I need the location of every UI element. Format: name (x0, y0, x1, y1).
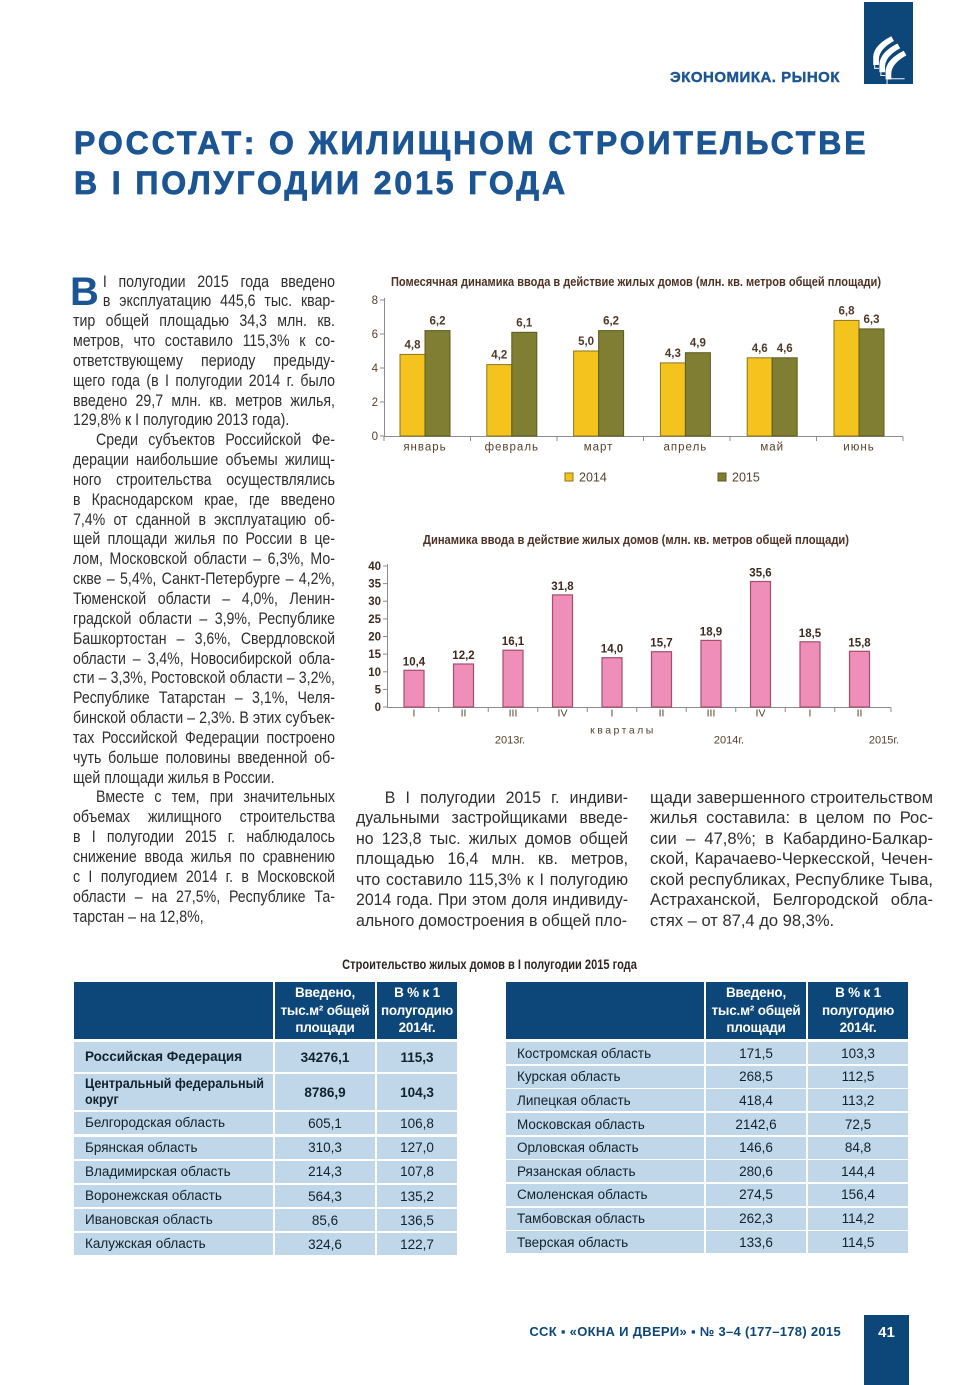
svg-text:14,0: 14,0 (601, 644, 623, 656)
svg-text:15,8: 15,8 (848, 637, 871, 649)
svg-text:4,6: 4,6 (777, 343, 793, 355)
svg-text:15: 15 (368, 649, 381, 661)
svg-text:40: 40 (368, 561, 381, 573)
svg-text:4,6: 4,6 (752, 343, 768, 355)
svg-text:2013г.: 2013г. (495, 735, 525, 747)
svg-text:II: II (461, 708, 467, 720)
svg-text:0: 0 (375, 702, 381, 714)
svg-text:I: I (413, 708, 416, 720)
svg-text:18,5: 18,5 (799, 628, 822, 640)
svg-text:2015г.: 2015г. (869, 735, 899, 747)
svg-text:10,4: 10,4 (403, 656, 426, 668)
svg-text:февраль: февраль (485, 442, 539, 454)
svg-text:5: 5 (375, 684, 382, 696)
svg-text:6,8: 6,8 (839, 305, 856, 317)
svg-text:Помесячная динамика ввода в де: Помесячная динамика ввода в действие жил… (391, 274, 881, 289)
svg-text:6,1: 6,1 (516, 317, 533, 329)
svg-text:кварталы: кварталы (590, 725, 656, 737)
svg-text:апрель: апрель (664, 442, 708, 454)
svg-text:IV: IV (756, 708, 766, 720)
svg-text:6,2: 6,2 (430, 316, 446, 328)
svg-text:IV: IV (558, 708, 568, 720)
svg-text:июнь: июнь (843, 442, 874, 454)
svg-text:4,8: 4,8 (405, 339, 422, 351)
svg-text:4,9: 4,9 (690, 338, 706, 350)
svg-text:II: II (659, 708, 665, 720)
svg-text:I: I (611, 708, 614, 720)
svg-text:31,8: 31,8 (551, 581, 574, 593)
svg-text:2015: 2015 (732, 471, 760, 485)
svg-text:16,1: 16,1 (502, 636, 525, 648)
svg-text:8: 8 (372, 295, 378, 307)
svg-text:III: III (509, 708, 518, 720)
svg-text:май: май (760, 442, 784, 454)
svg-text:25: 25 (368, 614, 381, 626)
svg-text:18,9: 18,9 (700, 626, 722, 638)
svg-text:5,0: 5,0 (578, 336, 594, 348)
svg-text:6: 6 (372, 329, 378, 341)
svg-text:15,7: 15,7 (650, 638, 672, 650)
svg-text:2: 2 (372, 397, 378, 409)
svg-text:35,6: 35,6 (749, 568, 771, 580)
svg-text:6,2: 6,2 (603, 316, 619, 328)
svg-text:2014: 2014 (579, 471, 607, 485)
svg-text:I: I (809, 708, 812, 720)
svg-text:10: 10 (368, 667, 381, 679)
svg-text:4: 4 (372, 363, 379, 375)
svg-text:4,2: 4,2 (491, 350, 507, 362)
svg-text:2014г.: 2014г. (714, 735, 744, 747)
svg-text:Динамика ввода в действие жилы: Динамика ввода в действие жилых домов (м… (423, 532, 849, 547)
svg-text:март: март (584, 442, 614, 454)
svg-text:II: II (857, 708, 863, 720)
svg-text:0: 0 (372, 431, 378, 443)
svg-text:30: 30 (368, 596, 381, 608)
svg-text:12,2: 12,2 (452, 650, 474, 662)
svg-text:6,3: 6,3 (864, 314, 880, 326)
svg-text:III: III (707, 708, 716, 720)
svg-text:20: 20 (368, 632, 381, 644)
svg-text:январь: январь (403, 442, 446, 454)
svg-text:4,3: 4,3 (665, 348, 681, 360)
svg-text:35: 35 (368, 579, 381, 591)
